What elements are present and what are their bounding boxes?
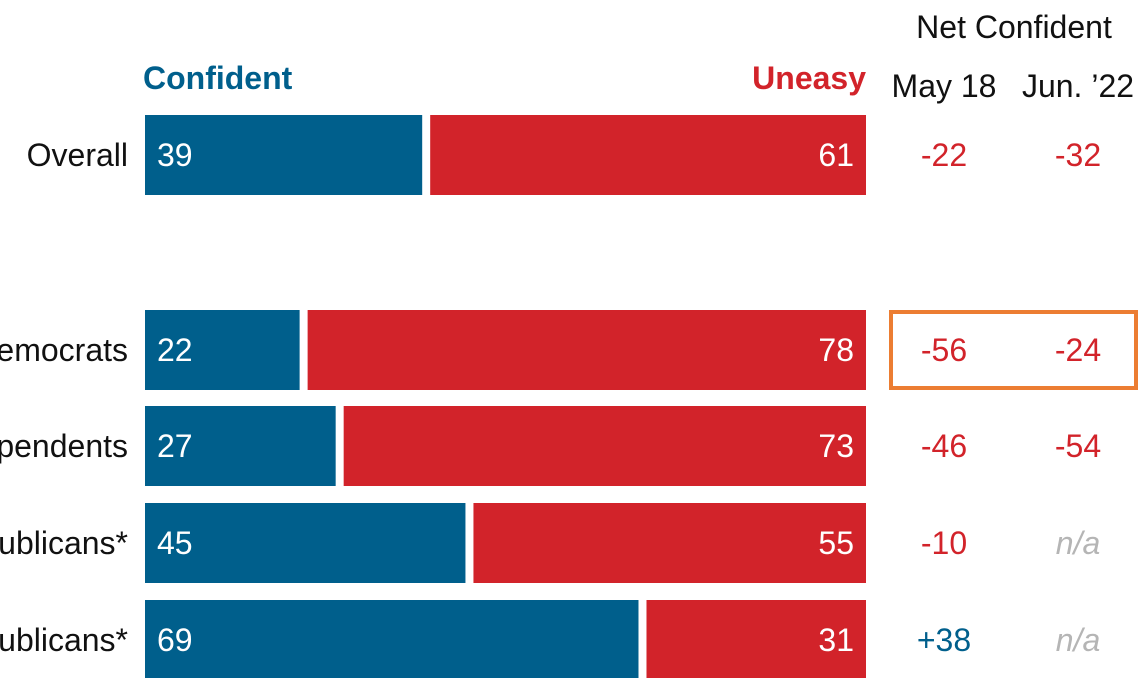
net-value: n/a	[1056, 622, 1100, 658]
net-value: -46	[921, 428, 967, 464]
legend-confident: Confident	[143, 60, 293, 96]
bar-uneasy	[473, 503, 866, 583]
bar-uneasy	[646, 600, 866, 678]
net-value: +38	[917, 622, 971, 658]
value-label-confident: 27	[157, 428, 193, 464]
row-label: pendents	[0, 428, 128, 464]
value-label-confident: 45	[157, 525, 193, 561]
value-label-uneasy: 73	[818, 428, 854, 464]
value-label-confident: 22	[157, 332, 193, 368]
bar-confident	[145, 503, 466, 583]
bar-uneasy	[307, 310, 866, 390]
net-confident-header: Net Confident	[916, 9, 1112, 45]
net-value: -56	[921, 332, 967, 368]
net-value: -10	[921, 525, 967, 561]
bar-uneasy	[343, 406, 866, 486]
value-label-confident: 39	[157, 137, 193, 173]
value-label-uneasy: 78	[818, 332, 854, 368]
legend-uneasy: Uneasy	[752, 60, 866, 96]
row-label: ublicans*	[0, 525, 128, 561]
chart-rows: Overall 39 61 -22 -32 emocrats 22 78 -56 -24 pende…	[0, 115, 1138, 678]
net-value: n/a	[1056, 525, 1100, 561]
bar-confident	[145, 115, 423, 195]
row-label: Overall	[27, 137, 128, 173]
value-label-uneasy: 31	[818, 622, 854, 658]
value-label-uneasy: 61	[818, 137, 854, 173]
bar-confident	[145, 310, 300, 390]
row-label: ublicans*	[0, 622, 128, 658]
net-value: -32	[1055, 137, 1101, 173]
bar-confident	[145, 406, 336, 486]
highlight-box	[889, 310, 1138, 390]
net-value: -22	[921, 137, 967, 173]
net-column-may18: May 18	[892, 68, 997, 104]
net-column-jun22: Jun. ’22	[1022, 68, 1134, 104]
value-label-uneasy: 55	[818, 525, 854, 561]
net-value: -24	[1055, 332, 1101, 368]
bar-confident	[145, 600, 639, 678]
net-value: -54	[1055, 428, 1101, 464]
bar-uneasy	[430, 115, 866, 195]
value-label-confident: 69	[157, 622, 193, 658]
row-label: emocrats	[0, 332, 128, 368]
